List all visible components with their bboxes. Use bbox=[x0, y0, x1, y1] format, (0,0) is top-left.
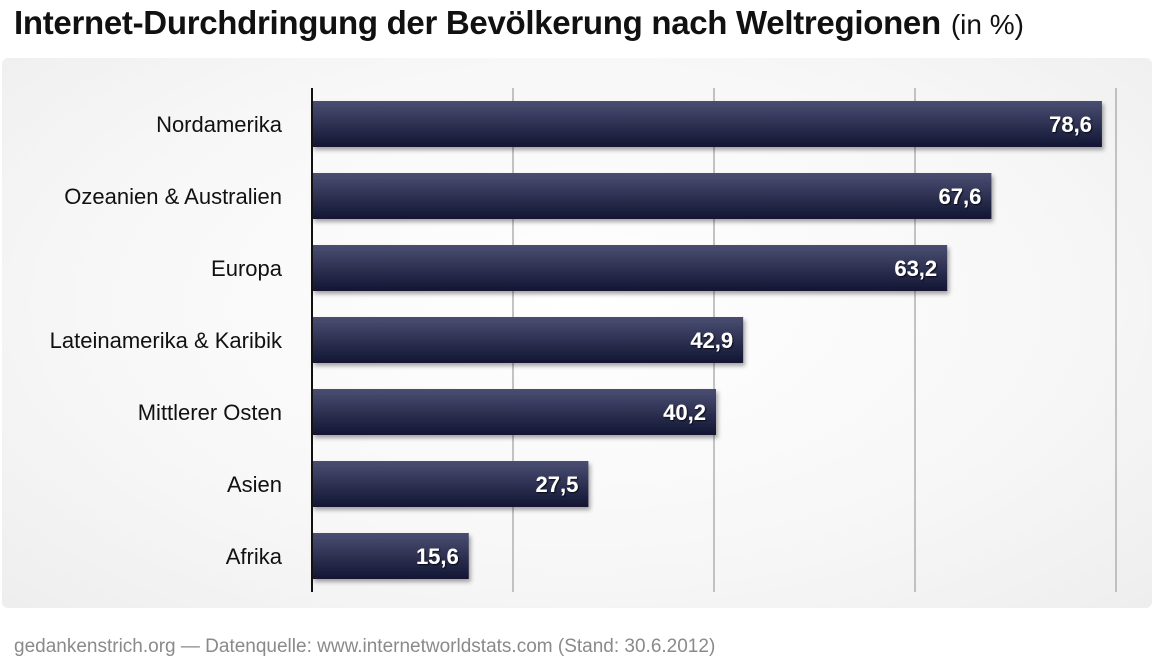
bar-2 bbox=[312, 245, 948, 291]
value-label-2: 63,2 bbox=[894, 256, 937, 281]
chart-title: Internet-Durchdringung der Bevölkerung n… bbox=[14, 4, 941, 41]
category-label-3: Lateinamerika & Karibik bbox=[50, 328, 283, 353]
value-label-5: 27,5 bbox=[536, 472, 579, 497]
category-label-layer: Nordamerika Ozeanien & Australien Europa La… bbox=[50, 112, 283, 569]
category-label-2: Europa bbox=[211, 256, 283, 281]
value-label-1: 67,6 bbox=[939, 184, 982, 209]
value-label-4: 40,2 bbox=[663, 400, 706, 425]
value-label-layer: 78,6 67,6 63,2 42,9 40,2 27,5 15,6 bbox=[416, 112, 1092, 569]
bar-5 bbox=[312, 461, 589, 507]
bar-0 bbox=[312, 101, 1102, 147]
bar-4 bbox=[312, 389, 717, 435]
value-label-6: 15,6 bbox=[416, 544, 459, 569]
bar-3 bbox=[312, 317, 744, 363]
bar-1 bbox=[312, 173, 992, 219]
source-footer: gedankenstrich.org — Datenquelle: www.in… bbox=[14, 636, 716, 657]
bar-6 bbox=[312, 533, 469, 579]
category-label-0: Nordamerika bbox=[156, 112, 283, 137]
title-row: Internet-Durchdringung der Bevölkerung n… bbox=[14, 4, 1024, 48]
chart-subtitle: (in %) bbox=[950, 9, 1024, 40]
bar-layer bbox=[312, 101, 1102, 579]
value-label-0: 78,6 bbox=[1049, 112, 1092, 137]
category-label-5: Asien bbox=[227, 472, 282, 497]
category-label-1: Ozeanien & Australien bbox=[64, 184, 282, 209]
value-label-3: 42,9 bbox=[690, 328, 733, 353]
category-label-4: Mittlerer Osten bbox=[138, 400, 282, 425]
grid-layer bbox=[512, 88, 1117, 592]
category-label-6: Afrika bbox=[226, 544, 283, 569]
